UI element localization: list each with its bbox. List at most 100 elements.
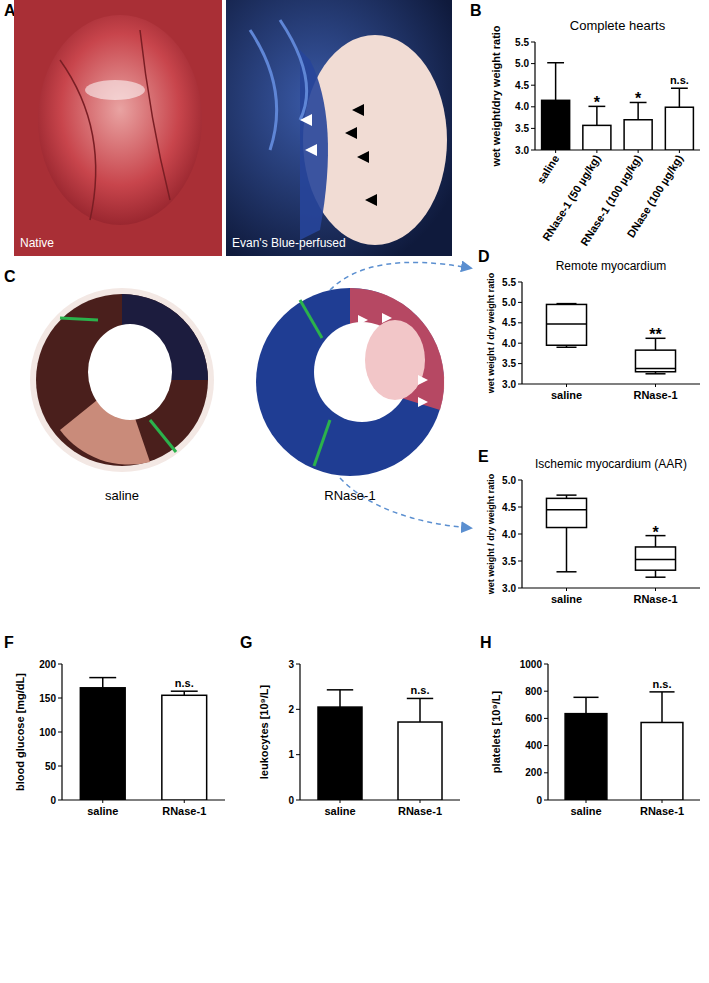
- x-axis: [522, 587, 700, 588]
- x-tick-label: saline: [551, 389, 582, 401]
- x-tick: [662, 800, 663, 803]
- photo-background: [226, 0, 452, 256]
- box: [546, 304, 586, 345]
- x-tick: [655, 384, 656, 387]
- arrowhead-marker: [358, 315, 368, 325]
- x-tick: [655, 588, 656, 591]
- border-line: [60, 318, 98, 320]
- heart: [38, 15, 202, 225]
- median: [635, 368, 675, 370]
- heart-slice: [256, 288, 444, 476]
- x-tick-label: saline: [535, 153, 562, 186]
- y-tick: [518, 561, 522, 562]
- y-tick-label: 3.5: [502, 556, 516, 567]
- photo-label: saline: [105, 488, 139, 503]
- y-tick-label: 5.0: [502, 297, 516, 308]
- y-tick-label: 4.0: [502, 529, 516, 540]
- y-tick: [531, 150, 535, 151]
- error-bar: [407, 698, 433, 722]
- y-tick-label: 200: [39, 659, 56, 670]
- bar: [398, 722, 442, 800]
- error-cap: [547, 62, 564, 64]
- y-axis-label: blood glucose [mg/dL]: [14, 673, 26, 791]
- chart-title: Ischemic myocardium (AAR): [535, 457, 687, 471]
- y-tick-label: 5.0: [515, 58, 529, 69]
- y-tick-label: 3.5: [515, 123, 529, 134]
- significance-label: **: [649, 326, 662, 343]
- x-tick: [638, 150, 639, 153]
- y-tick-label: 50: [45, 761, 57, 772]
- y-tick: [58, 766, 62, 767]
- y-axis: [521, 282, 522, 384]
- plot-area: [80, 678, 206, 800]
- whisker: [566, 528, 568, 572]
- border-line: [314, 420, 330, 466]
- y-tick-label: 4.5: [502, 502, 516, 513]
- link-arrow: [340, 478, 470, 528]
- y-tick-label: 3.5: [502, 358, 516, 369]
- y-tick: [531, 106, 535, 107]
- y-tick-label: 4.0: [502, 338, 516, 349]
- whisker: [655, 570, 657, 577]
- y-axis-label: wet weight/dry weight ratio: [490, 25, 502, 167]
- plot-area: [542, 63, 694, 150]
- vessel: [250, 20, 307, 150]
- whisker-cap: [556, 494, 576, 496]
- y-axis: [299, 664, 300, 800]
- x-tick: [555, 150, 556, 153]
- arrowhead-marker: [352, 104, 364, 116]
- panel-letter: E: [478, 448, 489, 465]
- panel-letter: H: [480, 634, 492, 651]
- y-axis: [534, 42, 535, 150]
- bar: [641, 722, 683, 800]
- y-tick: [544, 800, 548, 801]
- error-line: [339, 690, 341, 707]
- photo-c: saline RNase-1: [30, 262, 470, 528]
- y-tick-label: 4.0: [515, 101, 529, 112]
- y-axis-label: platelets [10⁹/L]: [490, 691, 502, 774]
- lumen: [88, 324, 172, 420]
- bar: [624, 120, 652, 150]
- y-tick: [296, 754, 300, 755]
- y-tick-label: 200: [525, 767, 542, 778]
- error-cap: [171, 690, 198, 692]
- arrowhead-marker: [345, 127, 357, 139]
- photo-a: [14, 0, 452, 256]
- y-tick-label: 400: [525, 740, 542, 751]
- y-tick: [531, 85, 535, 86]
- box: [546, 498, 586, 527]
- y-tick-label: 5.0: [502, 475, 516, 486]
- y-tick: [296, 709, 300, 710]
- y-tick: [518, 322, 522, 323]
- y-tick: [296, 664, 300, 665]
- error-bar: [171, 691, 198, 695]
- y-tick: [518, 588, 522, 589]
- error-bar: [89, 678, 116, 688]
- arrowhead-marker: [357, 151, 369, 163]
- y-tick-label: 5.5: [515, 37, 529, 48]
- y-tick: [58, 698, 62, 699]
- error-bar: [671, 88, 688, 107]
- error-line: [661, 692, 663, 723]
- x-tick-label: RNase-1: [633, 389, 677, 401]
- bar: [665, 107, 693, 150]
- photo-background: [14, 0, 222, 256]
- chart: Complete heartswet weight/dry weight rat…: [490, 18, 700, 248]
- median: [546, 509, 586, 511]
- y-tick: [518, 384, 522, 385]
- error-line: [679, 88, 681, 107]
- photo-label: RNase-1: [324, 488, 375, 503]
- error-line: [102, 678, 104, 688]
- y-tick-label: 600: [525, 713, 542, 724]
- error-bar: [573, 697, 598, 713]
- y-tick: [544, 718, 548, 719]
- highlight: [85, 80, 145, 100]
- y-tick: [518, 282, 522, 283]
- y-tick-label: 3.0: [502, 583, 516, 594]
- significance-label: n.s.: [411, 684, 430, 696]
- y-tick: [518, 302, 522, 303]
- y-tick: [531, 128, 535, 129]
- x-tick-label: RNase-1: [398, 805, 442, 817]
- y-tick: [518, 507, 522, 508]
- figure: ABCDEFGHNativeEvan's Blue-perfusedsaline…: [0, 0, 709, 983]
